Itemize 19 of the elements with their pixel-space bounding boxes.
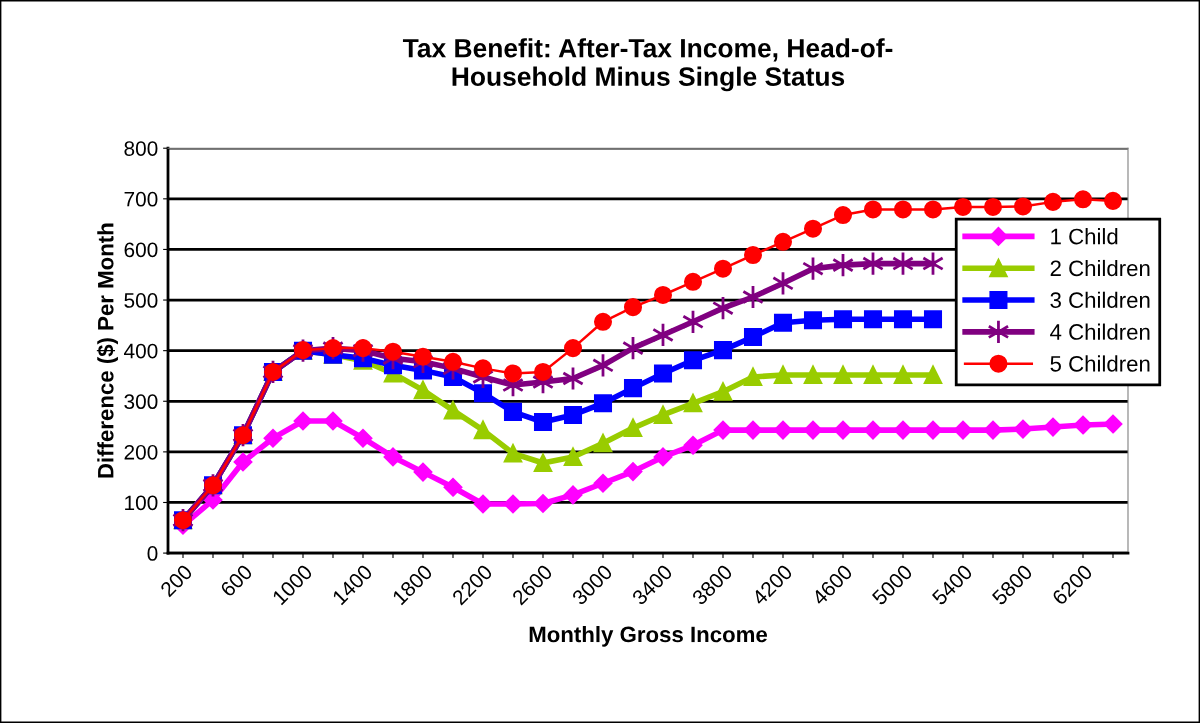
y-tick-label: 100 xyxy=(125,495,158,511)
y-tick-label: 0 xyxy=(147,546,158,561)
chart-title: Tax Benefit: After-Tax Income, Head-of- Household Minus Single Status xyxy=(402,38,893,92)
y-tick-label: 700 xyxy=(124,191,158,207)
legend-label: 3 Children xyxy=(1050,291,1150,309)
legend-label: 1 Child xyxy=(1051,228,1118,245)
y-tick-label: 800 xyxy=(124,141,158,156)
y-tick-label: 300 xyxy=(124,394,158,410)
legend-label: 5 Children xyxy=(1050,355,1150,372)
legend-label: 2 Children xyxy=(1050,259,1150,277)
y-tick-label: 400 xyxy=(124,343,158,359)
x-tick-label: 600 xyxy=(219,563,254,598)
y-tick-label: 600 xyxy=(124,242,158,258)
y-tick-label: 200 xyxy=(124,444,158,460)
legend-label: 4 Children xyxy=(1050,323,1150,340)
y-axis-title: Difference ($) Per Month xyxy=(96,223,118,478)
y-tick-label: 500 xyxy=(124,293,158,308)
x-axis-title: Monthly Gross Income xyxy=(529,625,768,647)
x-tick-label: 200 xyxy=(159,563,194,598)
